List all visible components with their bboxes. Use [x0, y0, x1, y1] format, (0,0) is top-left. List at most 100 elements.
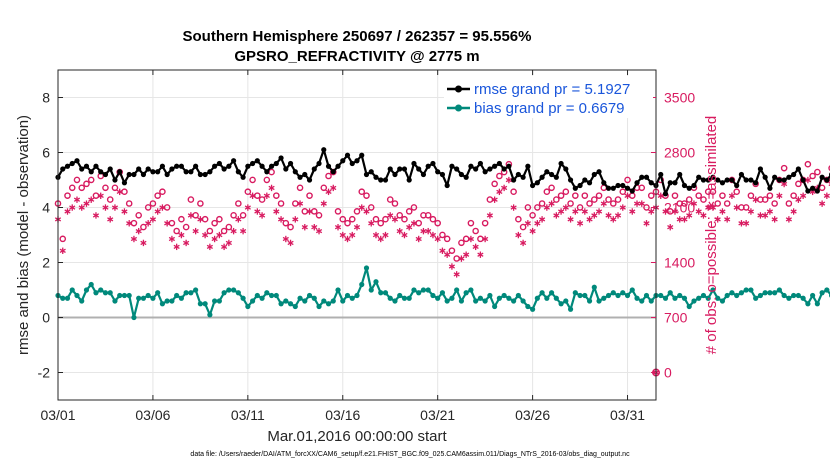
obs-assimilated-point — [543, 204, 550, 211]
rmse-point — [648, 180, 654, 186]
asterisk-stroke — [747, 209, 755, 214]
obs-possible-point — [282, 219, 290, 227]
rmse-point — [74, 158, 80, 164]
obs-possible-point — [429, 215, 437, 223]
obs-possible-point — [310, 208, 318, 215]
rmse-point — [468, 163, 474, 169]
rmse-point — [302, 171, 308, 178]
obs-assimilated-point — [482, 235, 489, 243]
obs-assimilated-point — [733, 204, 740, 211]
obs-assimilated-point — [296, 200, 304, 207]
obs-possible-point — [605, 196, 612, 203]
obs-assimilated-point — [235, 216, 242, 223]
asterisk-stroke — [785, 217, 792, 222]
rmse-point — [487, 166, 493, 172]
bias-point — [188, 290, 194, 296]
asterisk-stroke — [790, 209, 797, 214]
asterisk-stroke — [211, 236, 218, 242]
asterisk-stroke — [325, 189, 332, 195]
bias-point — [64, 295, 71, 301]
bias-point — [795, 292, 801, 299]
asterisk-stroke — [686, 213, 693, 218]
obs-assimilated-point — [320, 200, 327, 207]
obs-assimilated-point — [439, 247, 446, 254]
rmse-point — [330, 169, 336, 175]
obs-possible-point — [159, 188, 166, 196]
obs-possible-point — [581, 192, 589, 199]
obs-assimilated-point — [192, 227, 199, 235]
rmse-point — [292, 169, 298, 175]
bias-point — [240, 295, 246, 301]
obs-possible-point — [780, 164, 788, 172]
obs-assimilated-point — [353, 224, 361, 231]
bias-point — [140, 295, 147, 301]
obs-assimilated-point — [434, 235, 441, 243]
bias-point — [387, 295, 393, 301]
bias-point — [648, 298, 654, 304]
obs-assimilated-point — [463, 251, 470, 258]
rmse-point — [805, 188, 811, 194]
rmse-point — [259, 163, 265, 169]
obs-possible-point — [785, 200, 793, 207]
obs-assimilated-point — [501, 184, 508, 192]
asterisk-stroke — [444, 252, 451, 257]
bias-point — [548, 290, 555, 296]
bias-point — [278, 301, 284, 307]
rmse-point — [368, 169, 374, 175]
asterisk-stroke — [667, 225, 674, 230]
asterisk-stroke — [353, 225, 361, 230]
asterisk-stroke — [619, 205, 626, 210]
bias-point — [563, 298, 569, 304]
bias-point — [463, 290, 469, 296]
obs-possible-point — [273, 192, 280, 199]
obs-assimilated-point — [206, 243, 213, 251]
asterisk-stroke — [287, 240, 294, 246]
obs-possible-point — [486, 196, 494, 203]
obs-possible-point — [609, 200, 617, 207]
bias-point — [805, 301, 811, 307]
rmse-point — [548, 171, 555, 178]
obs-possible-point — [102, 184, 109, 192]
obs-assimilated-point — [159, 204, 166, 211]
obs-assimilated-point — [202, 231, 209, 239]
asterisk-stroke — [567, 217, 574, 222]
rmse-point — [321, 147, 327, 153]
bias-point — [715, 295, 721, 301]
bias-point — [126, 292, 132, 299]
bias-point — [610, 290, 616, 296]
plot-area — [58, 70, 656, 400]
x-tick-label: 03/16 — [325, 407, 360, 423]
bias-point — [515, 292, 521, 299]
bias-point — [207, 312, 213, 318]
asterisk-stroke — [372, 232, 380, 238]
x-tick-label: 03/31 — [610, 407, 645, 423]
rmse-point — [325, 163, 332, 169]
obs-possible-point — [296, 184, 304, 192]
asterisk-stroke — [349, 232, 356, 238]
obs-assimilated-point — [145, 220, 152, 227]
rmse-point — [140, 171, 147, 178]
rmse-point — [705, 177, 711, 183]
bias-point — [473, 298, 479, 304]
bias-point — [340, 298, 346, 304]
rmse-point — [373, 174, 379, 180]
asterisk-stroke — [695, 209, 702, 214]
rmse-point — [534, 180, 540, 186]
asterisk-stroke — [363, 209, 370, 214]
bias-point — [226, 287, 232, 293]
obs-assimilated-point — [700, 212, 707, 219]
asterisk-stroke — [216, 232, 223, 238]
obs-assimilated-point — [591, 212, 598, 219]
bias-point — [435, 295, 441, 301]
legend-rmse-marker — [455, 85, 462, 93]
rmse-point — [425, 163, 431, 169]
asterisk-stroke — [97, 193, 104, 198]
rmse-point — [231, 158, 237, 164]
rmse-point — [340, 158, 346, 164]
asterisk-stroke — [681, 217, 688, 222]
asterisk-stroke — [505, 177, 512, 183]
obs-possible-point — [372, 215, 380, 223]
x-tick-label: 03/06 — [135, 407, 170, 423]
obs-assimilated-point — [823, 192, 830, 199]
rmse-point — [662, 191, 669, 197]
